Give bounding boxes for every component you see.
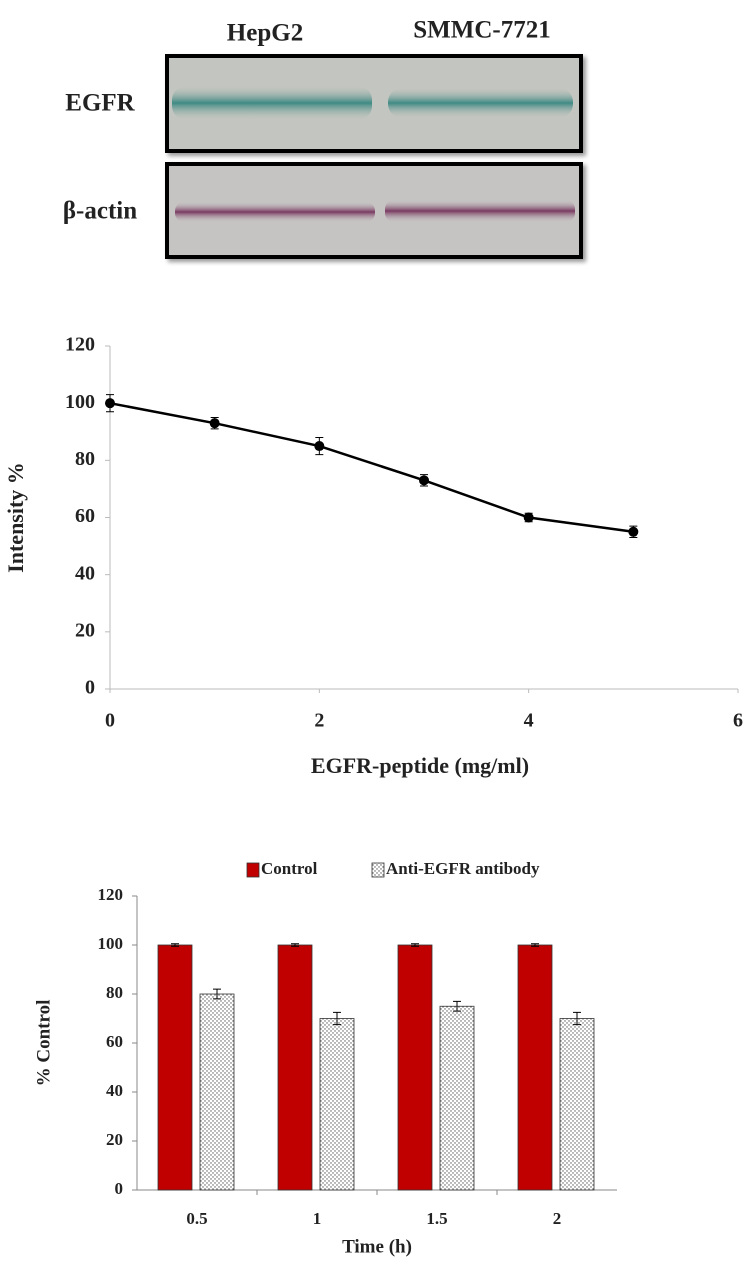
point xyxy=(209,418,220,429)
error-bar xyxy=(291,943,299,947)
legend-label: Anti-EGFR antibody xyxy=(386,859,540,878)
y-tick-label: 100 xyxy=(65,391,95,413)
error-bar xyxy=(333,1011,341,1026)
x-tick-label: 2 xyxy=(314,710,324,732)
legend-swatch xyxy=(371,862,385,878)
y-tick-label: 80 xyxy=(75,448,95,470)
point xyxy=(105,398,115,409)
bar xyxy=(517,944,553,1191)
error-bar xyxy=(411,943,419,947)
y-tick-label: 20 xyxy=(106,1130,123,1149)
y-tick-label: 0 xyxy=(85,677,95,699)
error-bar xyxy=(171,943,179,947)
bar xyxy=(157,944,193,1191)
error-bar xyxy=(453,1000,461,1012)
y-tick-label: 40 xyxy=(106,1081,123,1100)
band xyxy=(172,86,372,120)
line xyxy=(109,401,634,534)
bar xyxy=(397,944,433,1191)
band xyxy=(385,200,575,222)
y-tick-label: 0 xyxy=(115,1179,124,1198)
x-axis-title: Time (h) xyxy=(342,1236,412,1257)
x-tick-label: 2 xyxy=(553,1209,562,1228)
row-label: β-actin xyxy=(63,198,137,225)
y-tick-label: 100 xyxy=(98,934,124,953)
point xyxy=(628,526,639,537)
error-bar xyxy=(531,943,539,947)
point xyxy=(419,475,429,486)
point xyxy=(314,441,325,452)
western-blot: HepG2 SMMC-7721 EGFR β-actin xyxy=(63,17,583,259)
row-label: EGFR xyxy=(65,90,135,117)
lane-label: SMMC-7721 xyxy=(413,17,550,44)
x-tick-label: 1 xyxy=(313,1209,322,1228)
band xyxy=(388,88,573,118)
error-bar xyxy=(213,988,221,1000)
y-tick-label: 120 xyxy=(98,885,124,904)
error-bar xyxy=(573,1011,581,1026)
y-tick-label: 120 xyxy=(65,334,95,356)
y-tick-label: 20 xyxy=(75,619,95,641)
bar xyxy=(439,1005,475,1191)
y-tick-label: 60 xyxy=(75,505,95,527)
x-tick-label: 6 xyxy=(733,710,743,732)
x-tick-label: 1.5 xyxy=(426,1209,447,1228)
x-tick-label: 0.5 xyxy=(186,1209,207,1228)
bar xyxy=(559,1018,595,1191)
bar xyxy=(199,993,235,1191)
y-axis-title: Intensity % xyxy=(3,462,28,573)
x-tick-label: 4 xyxy=(524,710,534,732)
point xyxy=(523,512,534,523)
bar xyxy=(319,1018,355,1191)
y-axis-title: % Control xyxy=(33,1000,54,1087)
bar xyxy=(277,944,313,1191)
x-tick-label: 0 xyxy=(105,710,115,732)
y-tick-label: 60 xyxy=(106,1032,123,1051)
y-tick-label: 40 xyxy=(75,562,95,584)
legend-label: Control xyxy=(261,859,318,878)
legend-swatch xyxy=(246,862,260,878)
y-tick-label: 80 xyxy=(106,983,123,1002)
lane-label: HepG2 xyxy=(227,20,303,47)
band xyxy=(175,202,375,222)
x-axis-title: EGFR-peptide (mg/ml) xyxy=(311,753,529,778)
